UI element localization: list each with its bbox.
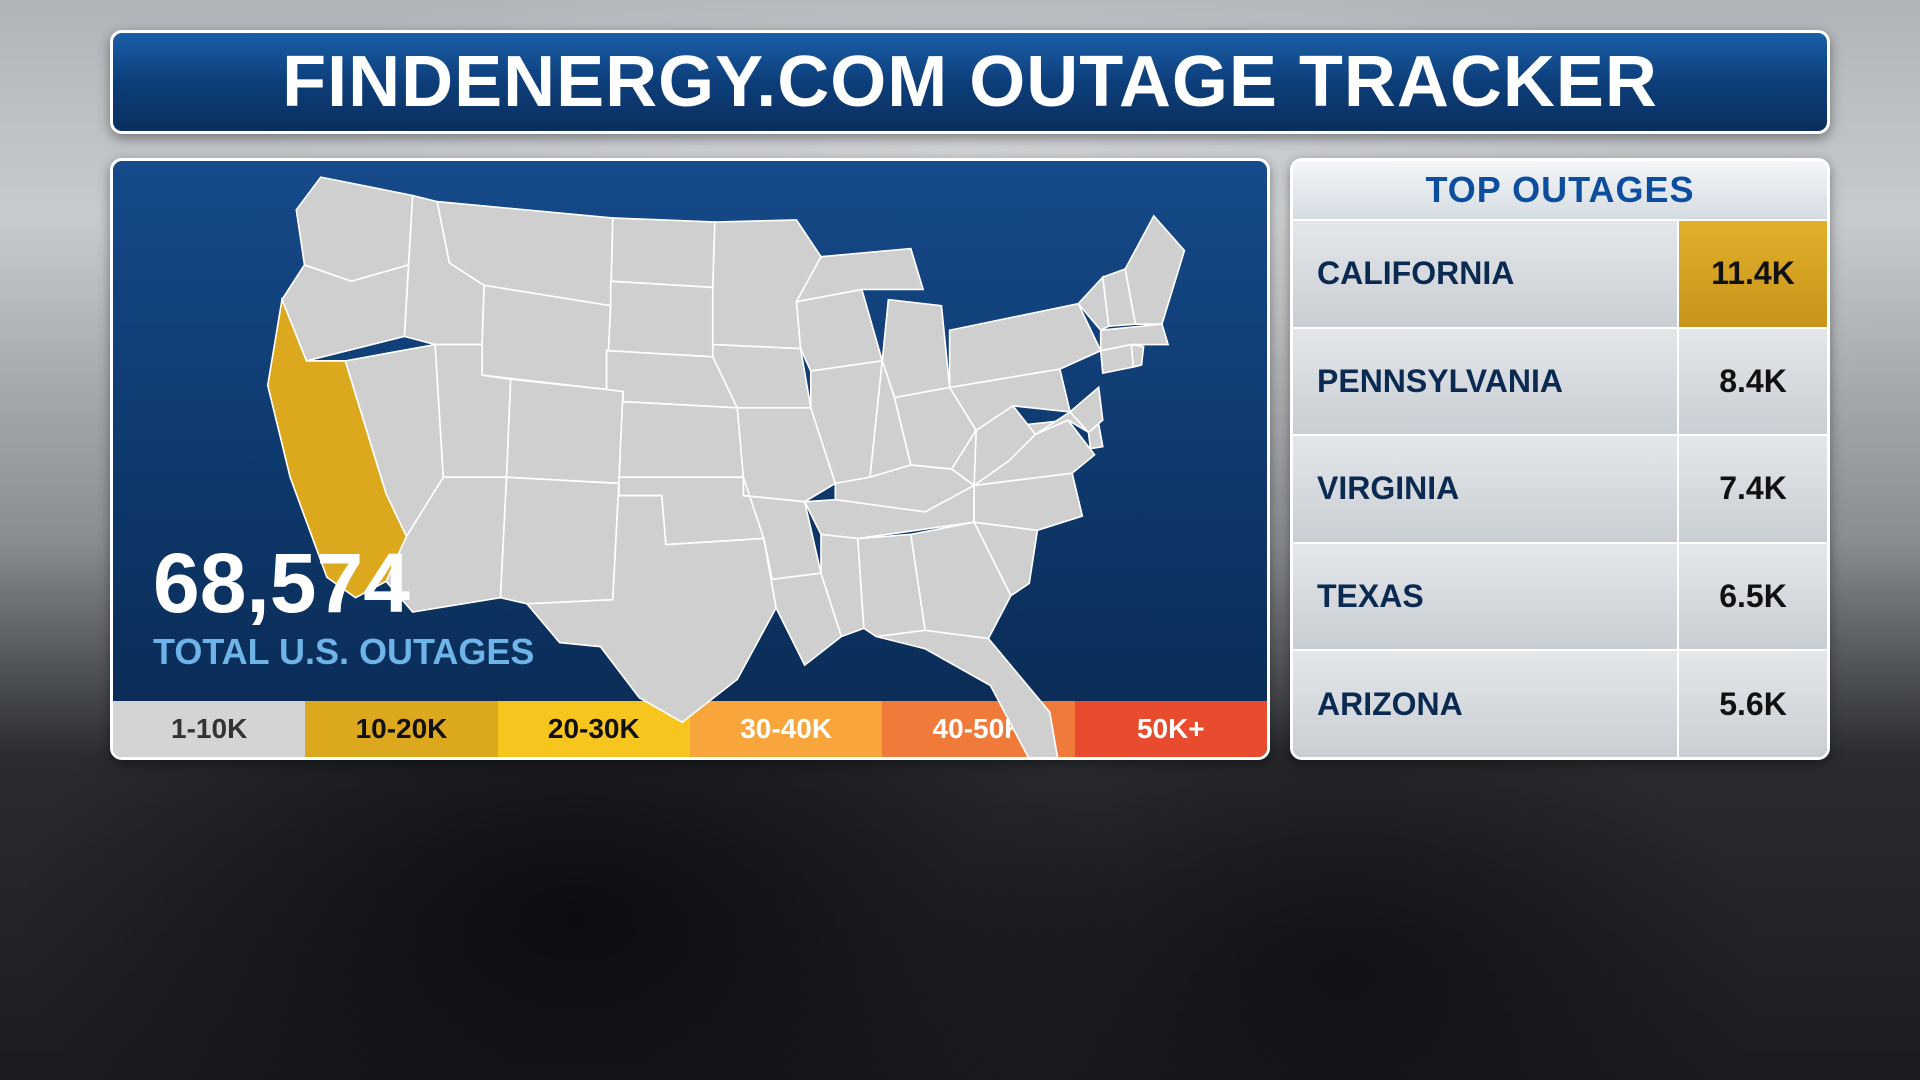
outage-row-state: VIRGINIA xyxy=(1293,436,1677,542)
state-ri xyxy=(1131,345,1143,367)
state-wa xyxy=(296,177,412,281)
total-outages-value: 68,574 xyxy=(153,541,534,625)
state-wi xyxy=(797,289,883,371)
outage-row-0: CALIFORNIA 11.4K xyxy=(1293,221,1827,327)
outage-row-value: 11.4K xyxy=(1677,221,1827,327)
content-wrapper: FINDENERGY.COM OUTAGE TRACKER xyxy=(110,30,1830,760)
outage-row-value: 5.6K xyxy=(1677,651,1827,757)
outage-row-state: ARIZONA xyxy=(1293,651,1677,757)
main-row: 68,574 TOTAL U.S. OUTAGES 1-10K 10-20K 2… xyxy=(110,158,1830,760)
page-title: FINDENERGY.COM OUTAGE TRACKER xyxy=(282,41,1658,123)
state-me xyxy=(1125,216,1184,324)
outage-row-state: TEXAS xyxy=(1293,544,1677,650)
outage-row-1: PENNSYLVANIA 8.4K xyxy=(1293,327,1827,435)
title-bar: FINDENERGY.COM OUTAGE TRACKER xyxy=(110,30,1830,134)
outage-row-3: TEXAS 6.5K xyxy=(1293,542,1827,650)
outage-row-2: VIRGINIA 7.4K xyxy=(1293,434,1827,542)
outage-row-state: PENNSYLVANIA xyxy=(1293,329,1677,435)
top-outages-panel: TOP OUTAGES CALIFORNIA 11.4K PENNSYLVANI… xyxy=(1290,158,1830,760)
outage-row-value: 7.4K xyxy=(1677,436,1827,542)
outage-row-value: 8.4K xyxy=(1677,329,1827,435)
state-mi xyxy=(882,300,949,398)
outage-row-4: ARIZONA 5.6K xyxy=(1293,649,1827,757)
state-ny xyxy=(950,304,1101,388)
outage-row-value: 6.5K xyxy=(1677,544,1827,650)
map-panel: 68,574 TOTAL U.S. OUTAGES 1-10K 10-20K 2… xyxy=(110,158,1270,760)
map-body: 68,574 TOTAL U.S. OUTAGES xyxy=(113,161,1267,701)
top-outages-header: TOP OUTAGES xyxy=(1293,161,1827,221)
total-outages-label: TOTAL U.S. OUTAGES xyxy=(153,631,534,673)
state-fl xyxy=(876,630,1058,759)
total-outages-block: 68,574 TOTAL U.S. OUTAGES xyxy=(153,541,534,673)
top-outages-rows: CALIFORNIA 11.4K PENNSYLVANIA 8.4K VIRGI… xyxy=(1293,221,1827,757)
outage-row-state: CALIFORNIA xyxy=(1293,221,1677,327)
state-co xyxy=(507,379,623,483)
